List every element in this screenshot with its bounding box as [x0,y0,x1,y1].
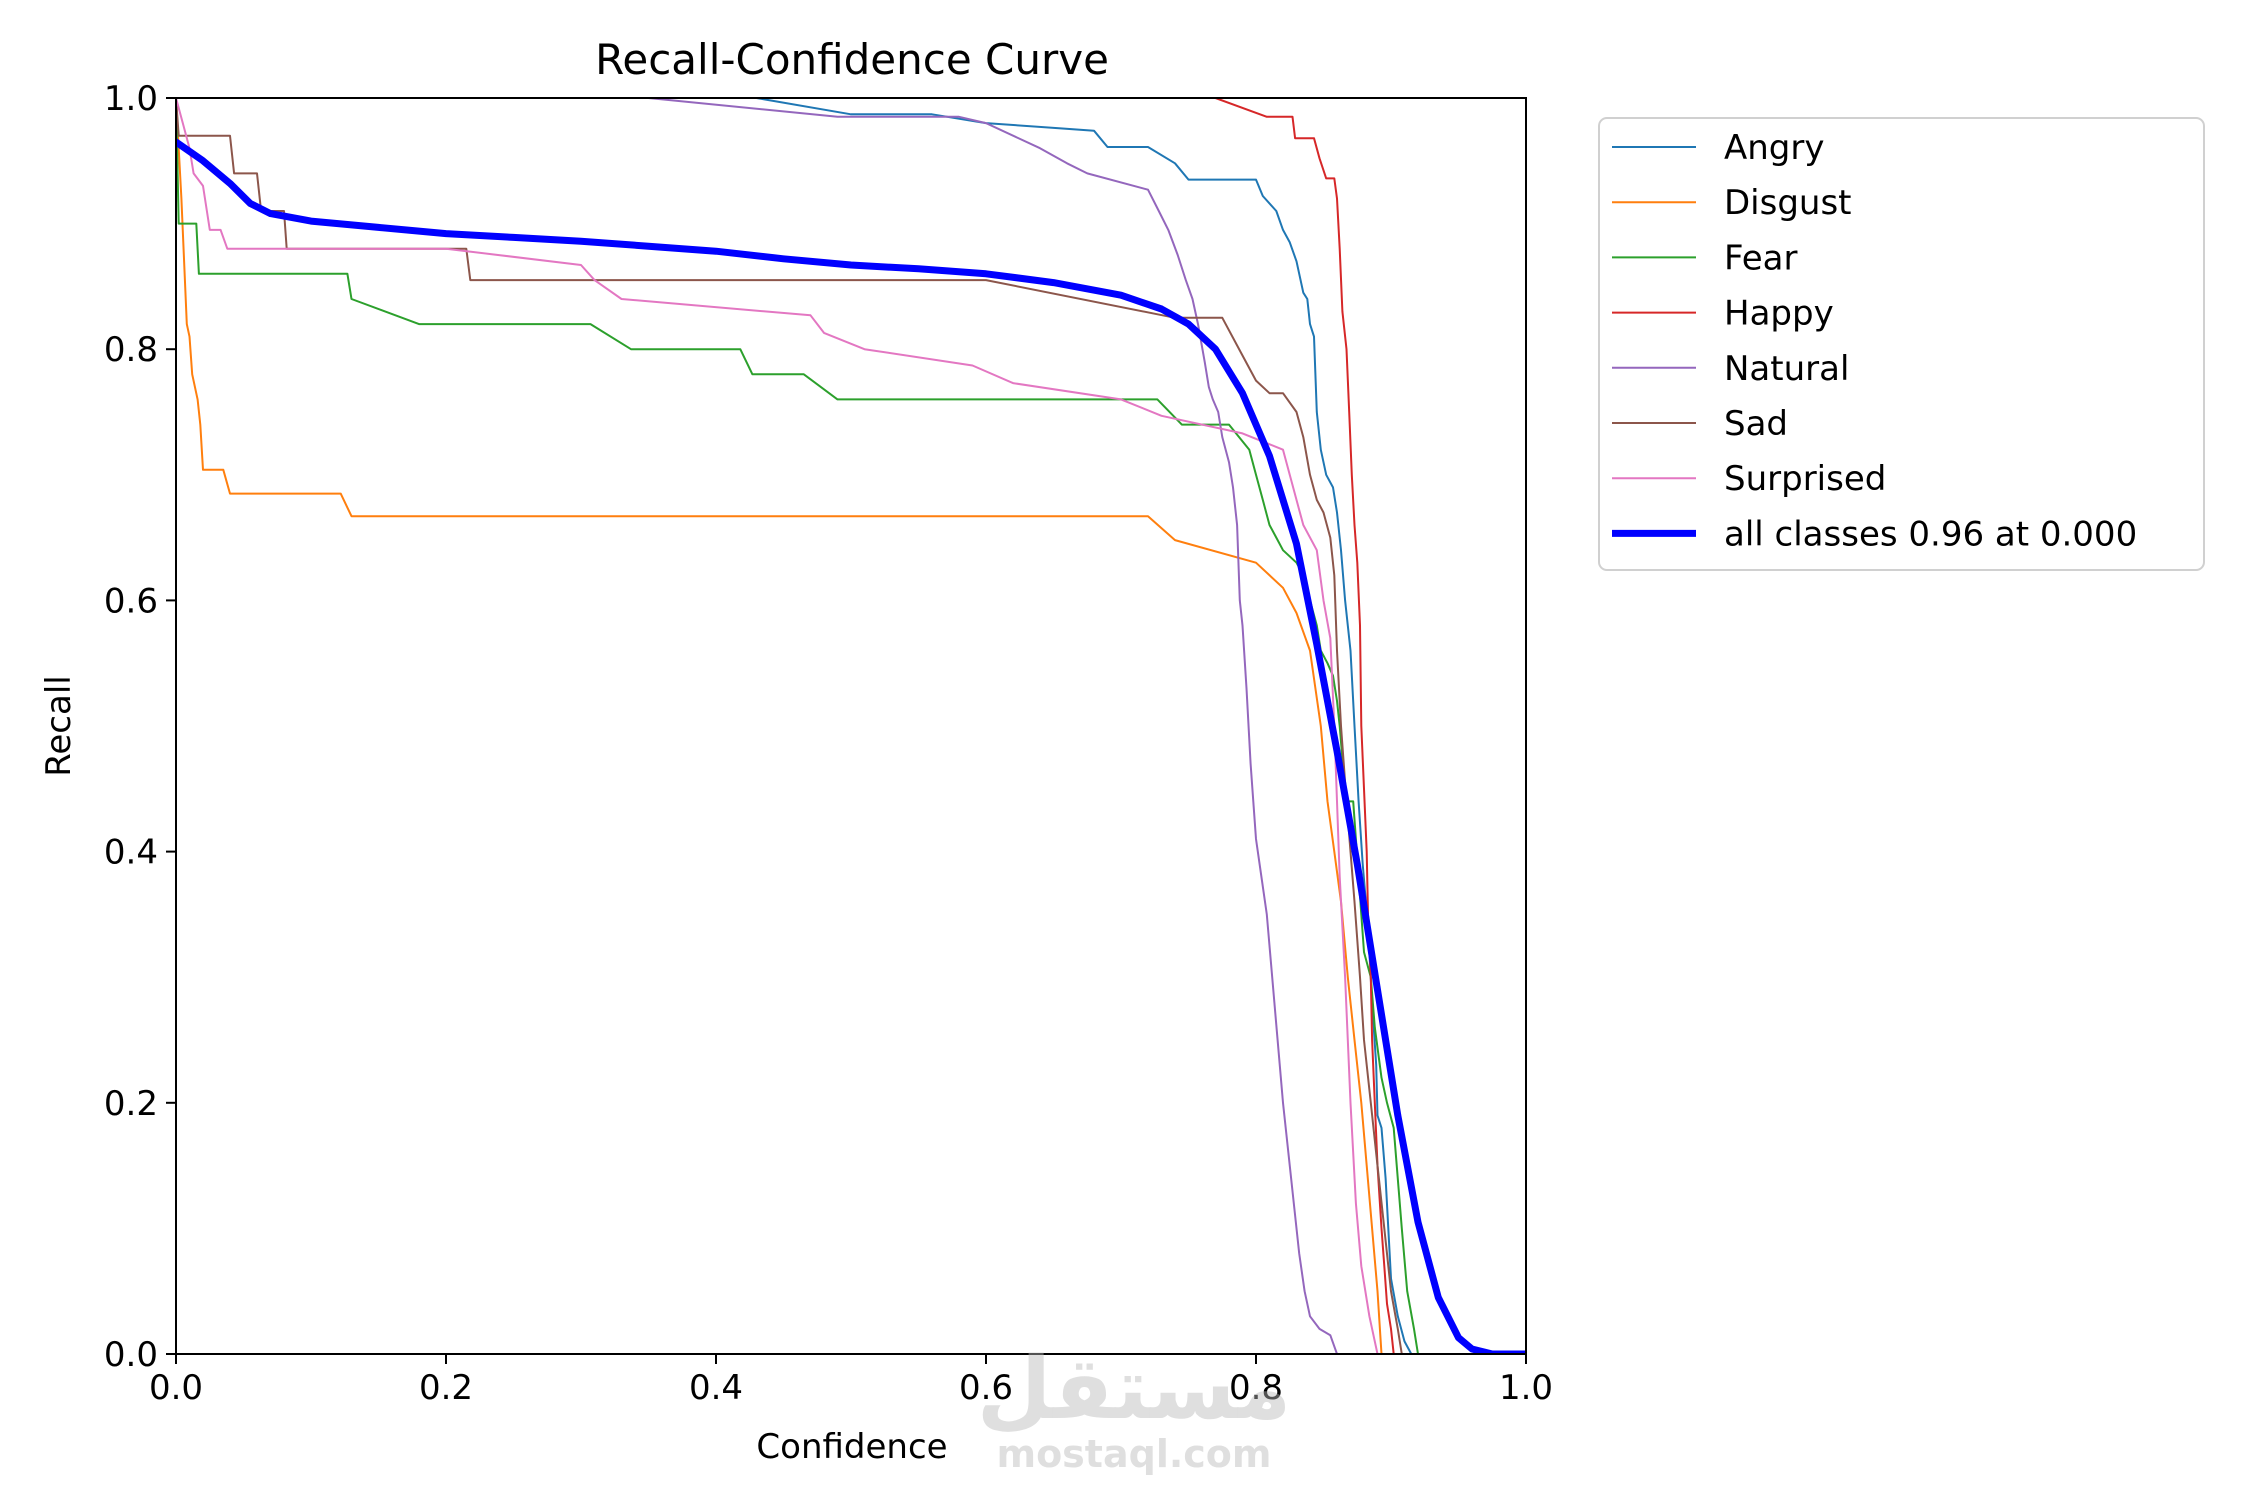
legend-label-surprised: Surprised [1724,459,1886,499]
x-tick-label: 0.2 [419,1368,473,1408]
legend-box [1598,117,2205,571]
legend-label-disgust: Disgust [1724,183,1852,223]
y-tick-label: 0.8 [104,330,158,370]
watermark-latin: mostaql.com [996,1432,1271,1476]
series-line-natural [647,98,1526,1354]
watermark: مستقل mostaql.com [977,1339,1292,1476]
legend-label-fear: Fear [1724,238,1797,278]
series-line-angry [176,98,1526,1354]
legend: Angry Disgust Fear Happy Natural Sad Surprised… [1598,117,2205,571]
x-tick-label: 0.8 [1229,1368,1283,1408]
y-axis-label: Recall [39,675,79,776]
y-axis-ticks: 0.0 0.2 0.4 0.6 0.8 1.0 [104,79,176,1375]
plot-frame [175,97,1527,1355]
series-layer [176,98,1526,1354]
y-tick-label: 0.6 [104,581,158,621]
legend-label-all-classes-0-96-at-0-000: all classes 0.96 at 0.000 [1724,514,2137,554]
y-tick-label: 0.2 [104,1084,158,1124]
plot-area [175,97,1527,1355]
x-axis-ticks: 0.0 0.2 0.4 0.6 0.8 1.0 [149,1354,1553,1408]
chart-title: Recall-Confidence Curve [595,35,1109,84]
x-axis-label: Confidence [756,1427,947,1467]
legend-label-angry: Angry [1724,128,1825,168]
y-tick-label: 0.4 [104,833,158,873]
y-tick-label: 1.0 [104,79,158,119]
series-line-happy [1214,98,1526,1354]
x-tick-label: 1.0 [1499,1368,1553,1408]
series-line-disgust [176,98,1526,1354]
legend-label-happy: Happy [1724,294,1834,334]
legend-label-natural: Natural [1724,349,1849,389]
x-tick-label: 0.4 [689,1368,743,1408]
x-tick-label: 0.0 [149,1368,203,1408]
series-line-surprised [176,98,1526,1354]
series-line-all-classes-0-96-at-0-000 [176,138,1526,1354]
y-tick-label: 0.0 [104,1335,158,1375]
x-tick-label: 0.6 [959,1368,1013,1408]
legend-label-sad: Sad [1724,404,1788,444]
legend-items: Angry Disgust Fear Happy Natural Sad Surprised… [1612,128,2137,554]
watermark-arabic: مستقل [977,1339,1292,1439]
